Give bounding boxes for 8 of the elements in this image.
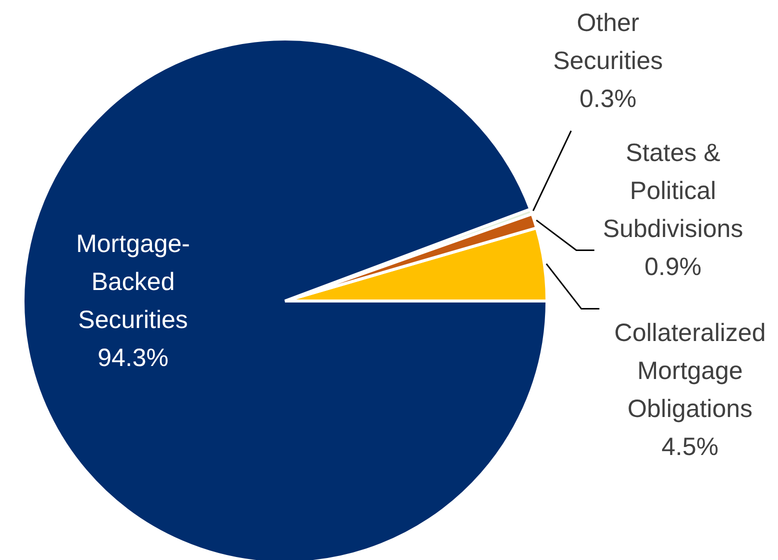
slice-label: Other Securities — [553, 9, 663, 75]
slice-label: Mortgage-Backed Securities — [76, 230, 190, 334]
slice-label: States & Political Subdivisions — [602, 139, 744, 243]
data-label: 0.9% — [644, 253, 702, 281]
data-label: 0.3% — [580, 85, 636, 113]
data-label: 94.3% — [98, 344, 168, 372]
data-label: 4.5% — [662, 433, 718, 461]
slice-label: Collateralized Mortgage Obligations — [614, 319, 766, 423]
